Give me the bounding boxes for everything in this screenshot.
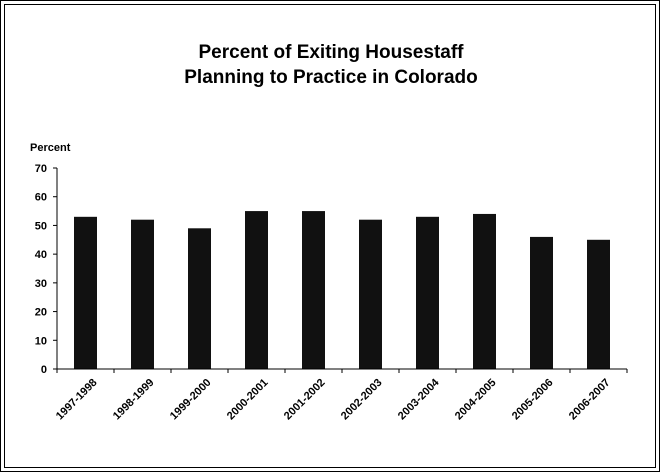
- y-tick-label: 20: [35, 307, 47, 319]
- bar-2000-2001: [245, 211, 268, 369]
- bar-2006-2007: [587, 239, 610, 369]
- y-tick-label: 0: [41, 364, 47, 376]
- bar-1997-1998: [74, 216, 97, 369]
- y-tick-label: 30: [35, 278, 47, 290]
- y-tick-label: 70: [35, 163, 47, 175]
- y-tick-label: 40: [35, 249, 47, 261]
- x-tick-label: 2005-2006: [510, 377, 556, 423]
- bar-2005-2006: [530, 236, 553, 369]
- x-tick-label: 2000-2001: [225, 377, 271, 423]
- bars: [74, 211, 610, 369]
- y-tick-label: 60: [35, 192, 47, 204]
- chart-title-line-2: Planning to Practice in Colorado: [184, 67, 477, 88]
- x-tick-label: 2003-2004: [396, 376, 442, 422]
- y-axis-ticks: 0 10 20 30 40 50 60 70: [35, 163, 57, 376]
- x-tick-label: 2002-2003: [339, 377, 385, 423]
- x-tick-label: 2006-2007: [567, 377, 613, 423]
- bar-2001-2002: [302, 211, 325, 369]
- y-tick-label: 50: [35, 220, 47, 232]
- bar-2003-2004: [416, 216, 439, 369]
- x-axis-ticks: 1997-1998 1998-1999 1999-2000 2000-2001 2001…: [54, 369, 628, 423]
- bar-1998-1999: [131, 219, 154, 369]
- y-tick-label: 10: [35, 335, 47, 347]
- x-tick-label: 2001-2002: [282, 377, 328, 423]
- x-tick-label: 2004-2005: [453, 377, 499, 423]
- bar-1999-2000: [188, 228, 211, 369]
- y-axis-label: Percent: [30, 142, 71, 154]
- bar-2002-2003: [359, 219, 382, 369]
- chart-title-line-1: Percent of Exiting Housestaff: [199, 42, 465, 63]
- x-tick-label: 1997-1998: [54, 377, 100, 423]
- x-tick-label: 1998-1999: [111, 377, 157, 423]
- x-tick-label: 1999-2000: [168, 377, 214, 423]
- bar-2004-2005: [473, 213, 496, 369]
